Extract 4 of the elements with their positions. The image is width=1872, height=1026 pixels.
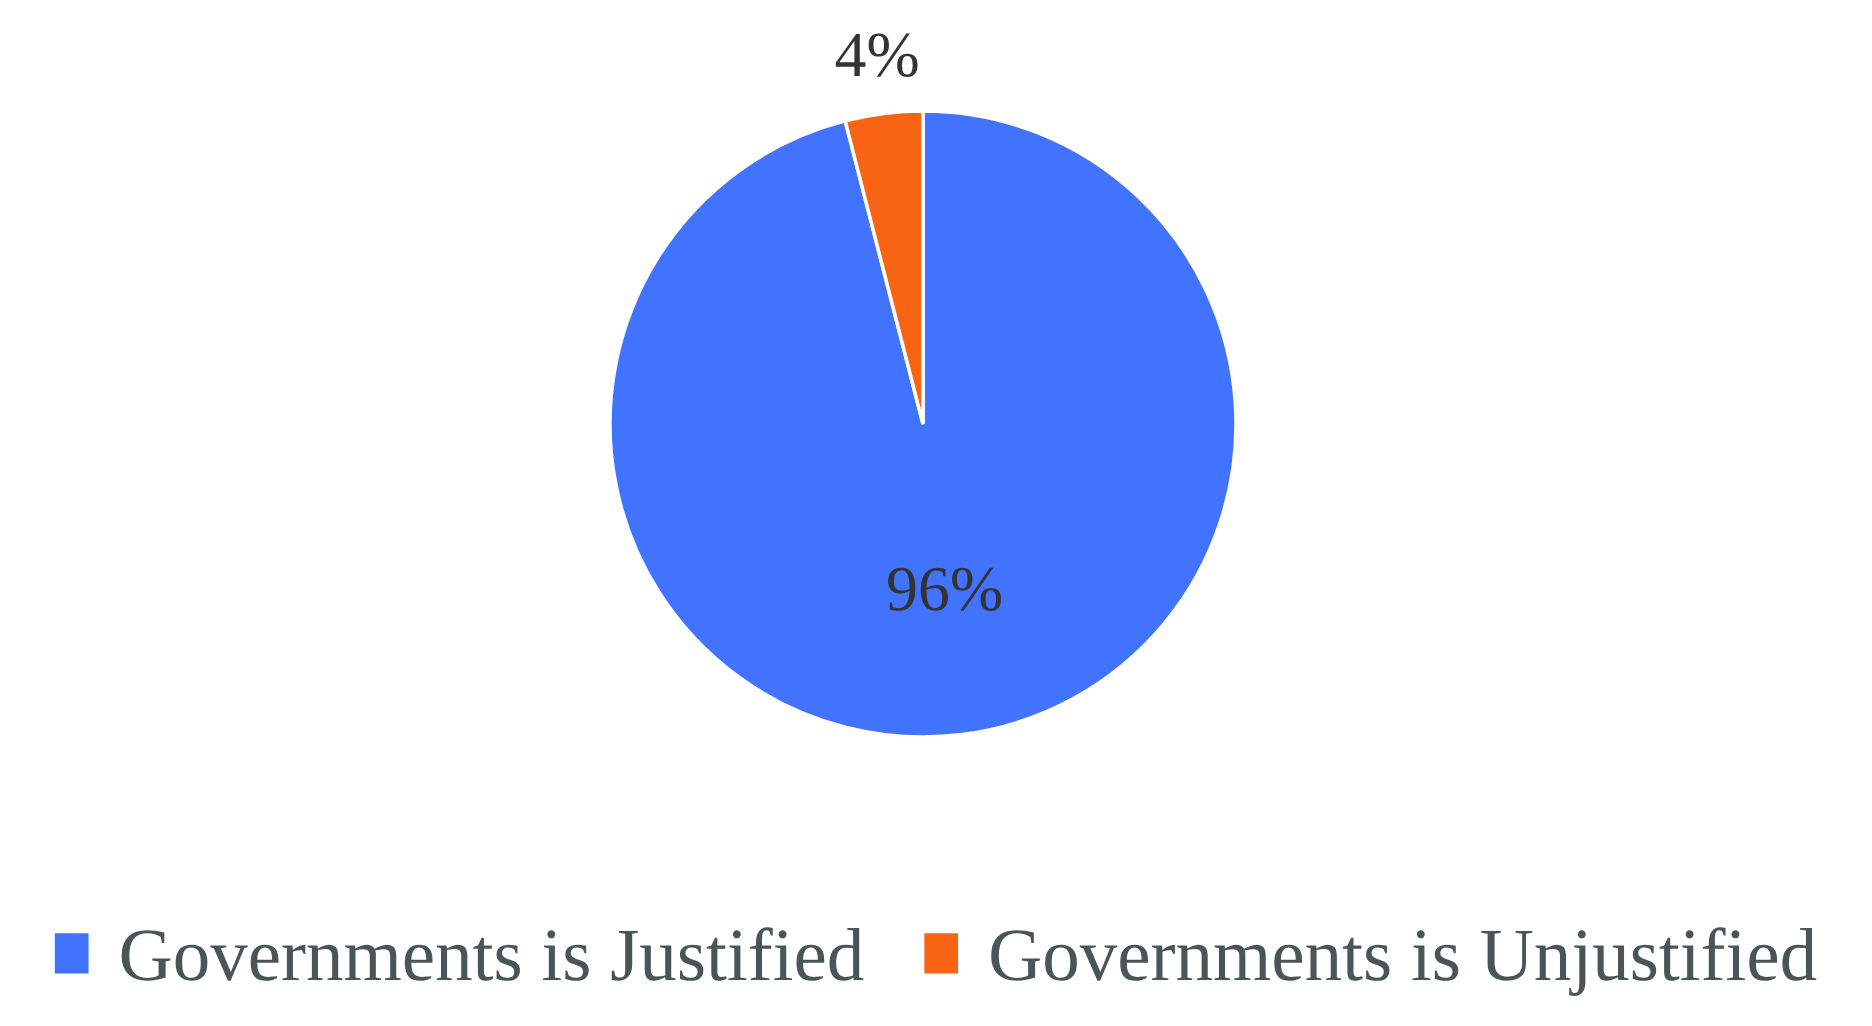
data-label: 96% <box>888 567 1001 611</box>
legend-label: Governments is Unjustified <box>991 927 1817 996</box>
data-label: 4% <box>835 33 918 77</box>
legend-label: Governments is Justified <box>121 927 864 981</box>
